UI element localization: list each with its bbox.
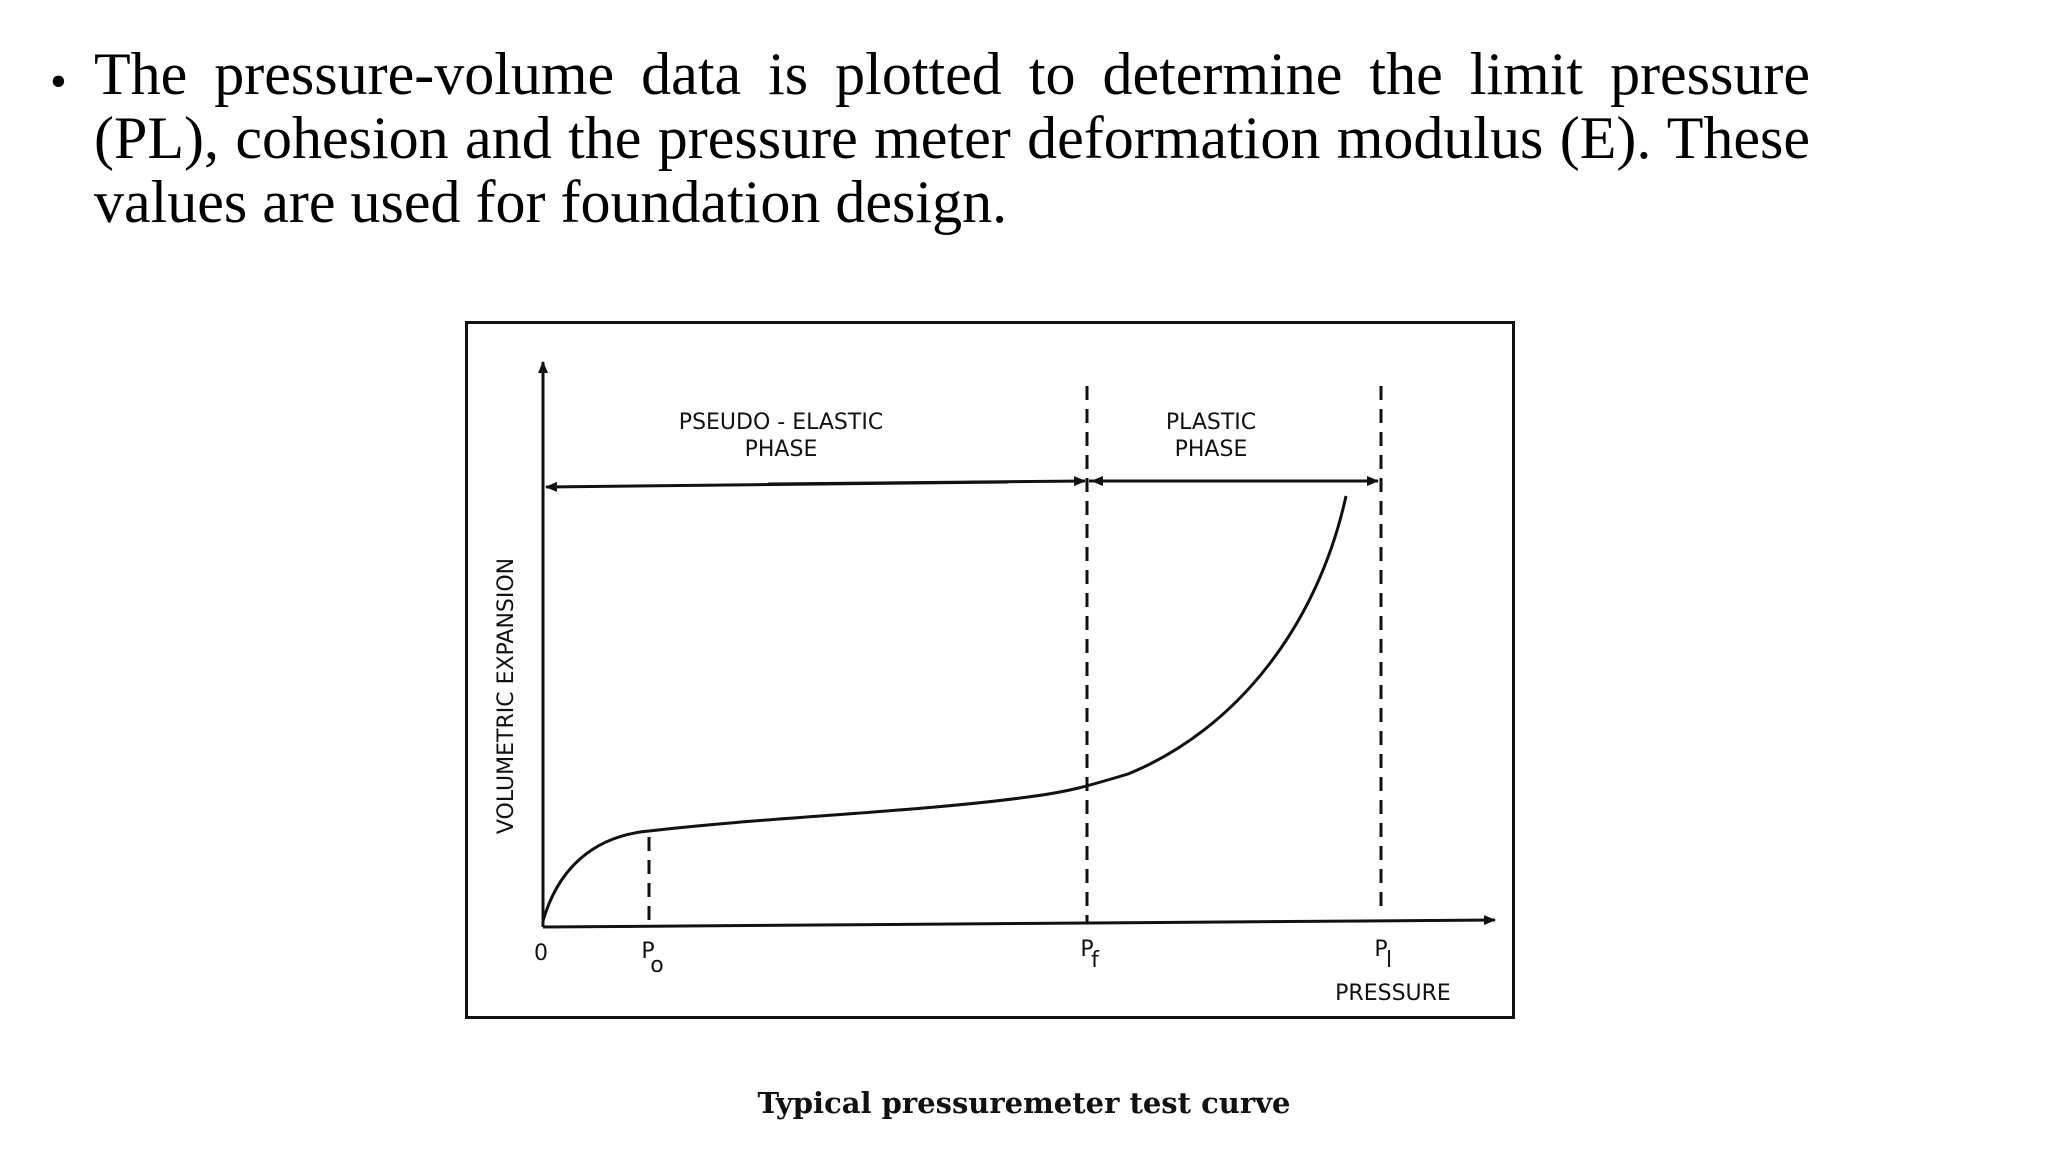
figure-caption: Typical pressuremeter test curve <box>757 1086 1291 1120</box>
y-axis-label: VOLUMETRIC EXPANSION <box>494 558 519 834</box>
pressuremeter-diagram: PSEUDO - ELASTIC PHASE PLASTIC PHASE VOL… <box>494 361 1496 1006</box>
bullet-marker: • <box>50 55 67 108</box>
marker-pl-sub: l <box>1386 948 1392 973</box>
marker-p0-main: P <box>641 939 654 964</box>
origin-label: 0 <box>534 941 548 966</box>
bullet-text: The pressure-volume data is plotted to d… <box>94 41 1810 235</box>
bullet-point: • The pressure-volume data is plotted to… <box>50 42 1810 234</box>
phase-elastic-subtitle: PHASE <box>745 437 818 462</box>
marker-pf-main: P <box>1080 937 1093 962</box>
marker-pl-main: P <box>1374 937 1387 962</box>
marker-pf-sub: f <box>1091 948 1100 973</box>
phase-span-elastic-right <box>767 476 1086 487</box>
phase-plastic-title: PLASTIC <box>1166 410 1256 435</box>
x-axis-label: PRESSURE <box>1335 981 1451 1006</box>
phase-plastic-subtitle: PHASE <box>1175 437 1248 462</box>
diagram-frame: PSEUDO - ELASTIC PHASE PLASTIC PHASE VOL… <box>465 321 1515 1019</box>
pressure-volume-curve <box>541 495 1348 922</box>
x-axis <box>542 915 1496 929</box>
phase-elastic-title: PSEUDO - ELASTIC <box>679 410 883 435</box>
marker-p0-sub: o <box>650 953 663 978</box>
